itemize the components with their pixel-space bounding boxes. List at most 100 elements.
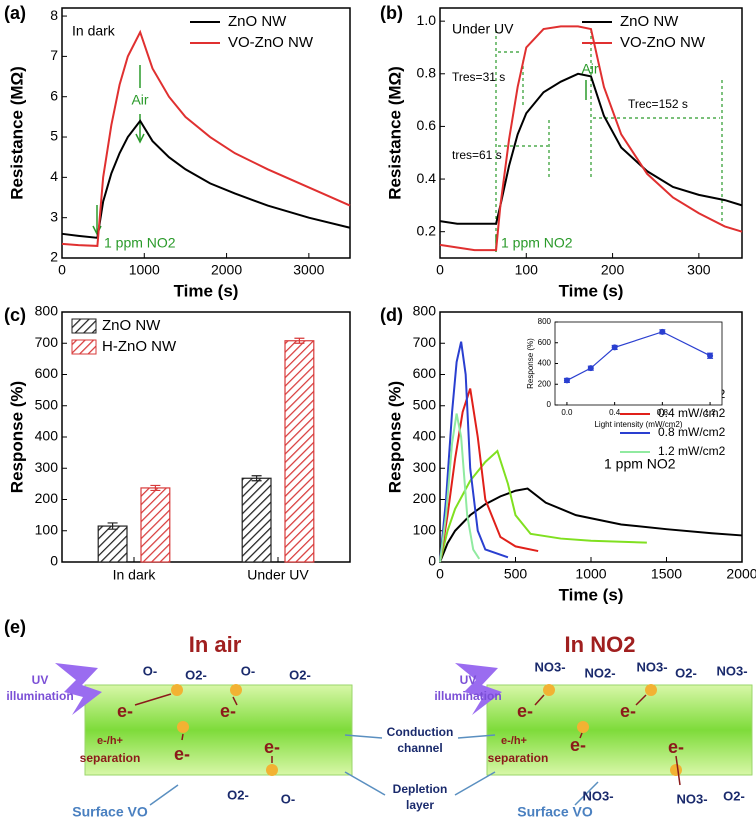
annotation: 1 ppm NO2 xyxy=(604,456,676,472)
y-tick-label: 3 xyxy=(50,208,58,224)
diagram-label: NO3- xyxy=(636,659,667,674)
y-tick-label: 200 xyxy=(413,490,437,506)
y-tick-label: 4 xyxy=(50,168,58,184)
diagram-label: Surface VO xyxy=(72,804,148,820)
diagram-label: O2- xyxy=(185,667,207,682)
x-axis-label: Time (s) xyxy=(174,281,239,300)
diagram-label: separation xyxy=(80,751,141,765)
x-tick-label: 3000 xyxy=(293,262,324,278)
diagram-label: NO3- xyxy=(534,659,565,674)
diagram-label: e- xyxy=(220,701,236,721)
legend-swatch xyxy=(71,339,97,355)
x-tick-label: 0.0 xyxy=(561,408,573,417)
x-tick-label: 2000 xyxy=(211,262,242,278)
annotation: tres=61 s xyxy=(452,148,502,162)
panel-label: (a) xyxy=(4,3,26,23)
legend-label: H-ZnO NW xyxy=(102,338,177,355)
y-axis-label: Response (%) xyxy=(385,381,404,493)
marker xyxy=(707,352,714,359)
y-axis-label: Response (%) xyxy=(526,338,535,389)
y-tick-label: 0 xyxy=(547,400,552,409)
y-tick-label: 1.0 xyxy=(417,12,437,28)
error-bar xyxy=(107,522,118,530)
panel-label: (d) xyxy=(380,305,403,325)
y-tick-label: 600 xyxy=(35,365,59,381)
diagram-decor xyxy=(55,663,753,806)
y-tick-label: 100 xyxy=(35,521,59,537)
diagram-label: e-/h+ xyxy=(97,735,123,747)
y-tick-label: 0.4 xyxy=(417,170,437,186)
diagram-label: channel xyxy=(397,741,442,755)
x-tick-label: 0 xyxy=(436,262,444,278)
legend-label: ZnO NW xyxy=(228,13,287,30)
x-tick-label: In dark xyxy=(113,567,157,583)
diagram-label: e- xyxy=(620,701,636,721)
x-tick-label: 0.8 xyxy=(657,408,669,417)
diagram-label: UV xyxy=(32,673,49,687)
y-tick-label: 400 xyxy=(35,428,59,444)
y-tick-label: 100 xyxy=(413,521,437,537)
legend-label: ZnO NW xyxy=(620,13,679,30)
x-tick-label: 1000 xyxy=(575,566,606,582)
bar xyxy=(284,340,315,563)
error-bar xyxy=(294,337,305,344)
y-tick-label: 800 xyxy=(413,303,437,319)
marker xyxy=(659,328,666,335)
bar xyxy=(140,487,171,563)
diagram-label: O- xyxy=(281,791,295,806)
series-line xyxy=(61,29,351,247)
y-tick-label: 800 xyxy=(35,303,59,319)
panel-label: (b) xyxy=(380,3,403,23)
diagram-label: Conduction xyxy=(387,725,454,739)
diagram-label: NO2- xyxy=(584,665,615,680)
y-tick-label: 800 xyxy=(538,317,552,326)
panel-label: (c) xyxy=(4,305,26,325)
y-axis-label: Response (%) xyxy=(7,381,26,493)
y-tick-label: 7 xyxy=(50,47,58,63)
y-tick-label: 2 xyxy=(50,249,58,265)
y-tick-label: 200 xyxy=(35,490,59,506)
legend-label: VO-ZnO NW xyxy=(228,34,314,51)
diagram-label: O2- xyxy=(289,667,311,682)
annotation: Tres=31 s xyxy=(452,70,505,84)
diagram-label: UV xyxy=(460,673,477,687)
marker xyxy=(611,344,618,351)
bar xyxy=(97,525,128,563)
diagram-label: O2- xyxy=(723,788,745,803)
y-tick-label: 0.2 xyxy=(417,222,437,238)
y-tick-label: 500 xyxy=(413,396,437,412)
diagram-label: separation xyxy=(488,751,549,765)
annotation: In dark xyxy=(72,23,116,39)
plot-frame xyxy=(61,7,351,259)
x-tick-label: 0 xyxy=(436,566,444,582)
diagram-label: e- xyxy=(117,701,133,721)
y-tick-label: 400 xyxy=(538,359,552,368)
diagram-label: layer xyxy=(406,798,434,812)
x-axis-label: Time (s) xyxy=(559,281,624,300)
annotation: Air xyxy=(131,92,148,108)
y-tick-label: 5 xyxy=(50,128,58,144)
series-line xyxy=(439,341,509,563)
y-tick-label: 500 xyxy=(35,396,59,412)
y-tick-label: 0.8 xyxy=(417,64,437,80)
x-tick-label: 1.2 xyxy=(705,408,717,417)
y-tick-label: 700 xyxy=(413,334,437,350)
diagram-label: illumination xyxy=(434,689,501,703)
x-tick-label: 500 xyxy=(504,566,528,582)
y-tick-label: 0 xyxy=(50,553,58,569)
diagram-title: In NO2 xyxy=(565,632,636,657)
panel-label: (e) xyxy=(4,617,26,637)
series-line xyxy=(439,487,743,563)
diagram-label: e- xyxy=(264,737,280,757)
annotation: Under UV xyxy=(452,21,514,37)
x-tick-label: 200 xyxy=(601,262,625,278)
y-tick-label: 600 xyxy=(538,338,552,347)
y-tick-label: 0.6 xyxy=(417,117,437,133)
legend-swatch xyxy=(71,318,97,334)
diagram-label: NO3- xyxy=(716,663,747,678)
x-tick-label: 100 xyxy=(515,262,539,278)
legend-label: 0.8 mW/cm2 xyxy=(658,425,726,439)
marker xyxy=(563,377,570,384)
diagram-label: e- xyxy=(174,744,190,764)
legend-label: ZnO NW xyxy=(102,317,161,334)
